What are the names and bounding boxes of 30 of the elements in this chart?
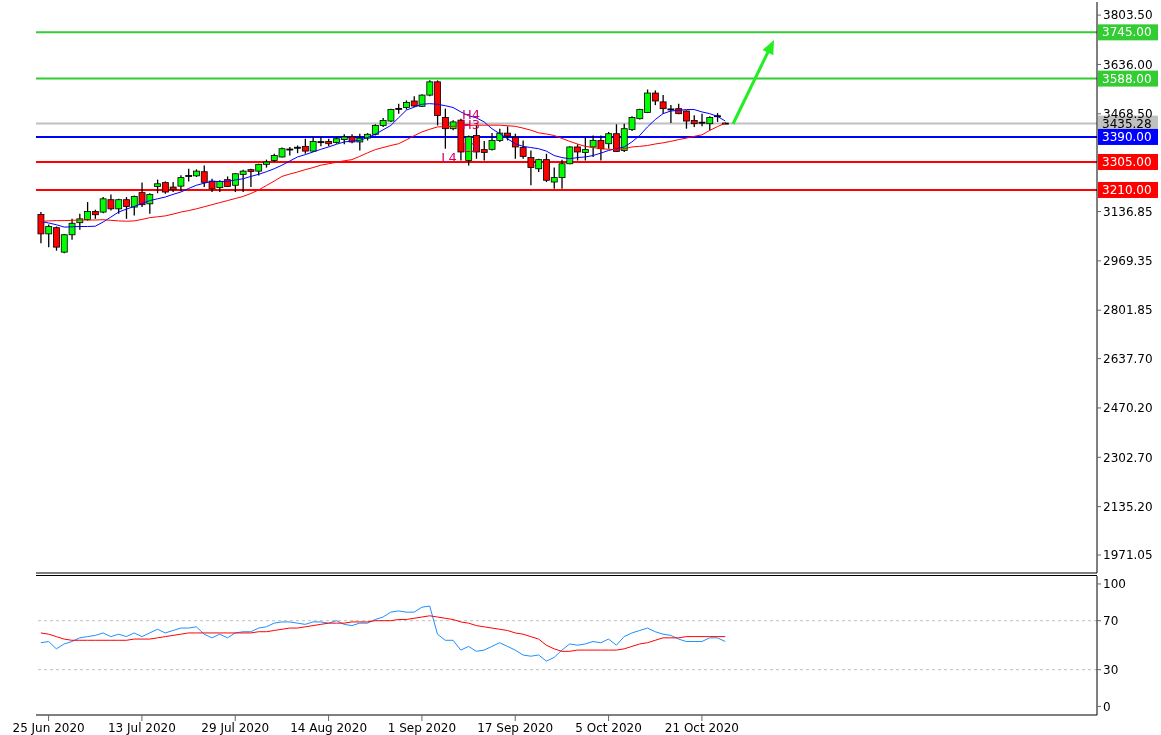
line-series [40,605,726,662]
annotation: L3 [463,140,479,156]
y-tick-label: 3636.00 [1103,57,1153,72]
x-tick-label: 25 Jun 2020 [12,720,85,735]
y-tick-label: 70 [1103,613,1119,628]
y-tick-label: 2637.70 [1103,351,1153,366]
x-tick-label: 5 Oct 2020 [575,720,642,735]
ref-line-label: 3588.00 [1102,71,1152,86]
x-tick-label: 13 Jul 2020 [107,720,176,735]
y-tick-label: 2470.20 [1103,401,1153,416]
x-tick-label: 21 Oct 2020 [664,720,739,735]
x-tick-label: 1 Sep 2020 [387,720,457,735]
y-tick-label: 100 [1103,577,1126,592]
ref-line-label: 3745.00 [1102,25,1152,40]
y-tick-label: 30 [1103,662,1119,677]
y-tick-label: 3803.50 [1103,8,1153,23]
ref-line-label: 3305.00 [1102,154,1152,169]
x-tick-label: 29 Jul 2020 [201,720,270,735]
y-tick-label: 3136.85 [1103,204,1153,219]
y-tick-label: 2302.70 [1103,450,1153,465]
y-tick-label: 2801.85 [1103,303,1153,318]
y-tick-label: 2135.20 [1103,499,1153,514]
ref-line-label: 3390.00 [1102,129,1152,144]
y-tick-label: 0 [1103,699,1111,714]
ref-line-label: 3210.00 [1102,182,1152,197]
y-tick-label: 2969.35 [1103,254,1153,269]
line-series [40,615,726,652]
x-tick-label: 17 Sep 2020 [477,720,554,735]
x-tick-label: 14 Aug 2020 [290,720,368,735]
y-tick-label: 1971.05 [1103,548,1153,563]
